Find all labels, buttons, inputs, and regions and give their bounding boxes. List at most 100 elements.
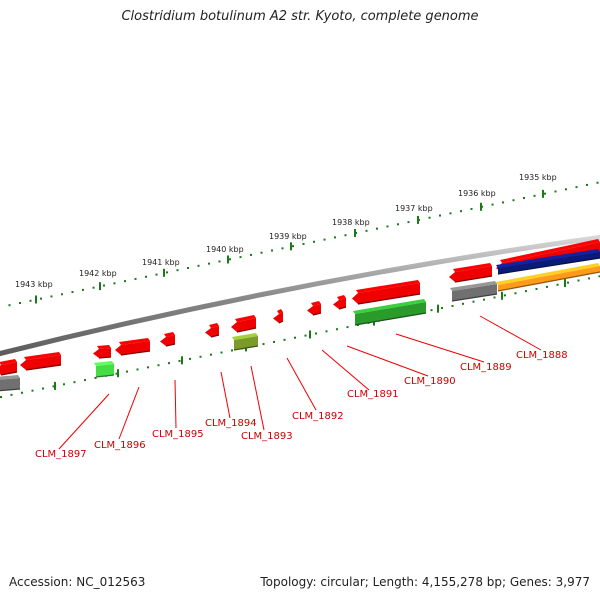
ruler-dot (302, 242, 305, 245)
feature-lightgreen (94, 361, 115, 378)
inner-major-tick (54, 381, 56, 390)
feature-gray-edge (0, 388, 21, 392)
feature-cds (333, 295, 347, 310)
feature-cds-edge (210, 334, 220, 338)
inner-dot (588, 277, 590, 280)
gene-label-clm-1891: CLM_1891 (347, 389, 399, 400)
inner-major-tick (117, 369, 119, 378)
inner-dot (189, 357, 191, 360)
inner-dot (73, 381, 76, 384)
ruler-dot (512, 199, 515, 202)
ruler-major-tick (35, 295, 37, 304)
feature-cds-top (453, 263, 492, 272)
feature-cds-edge (165, 343, 176, 347)
ruler-major-tick (99, 282, 101, 291)
inner-dot (178, 359, 181, 362)
gene-label-clm-1895: CLM_1895 (152, 429, 204, 440)
feature-cds (231, 315, 257, 333)
feature-green (353, 299, 427, 326)
ruler-dot (323, 238, 326, 241)
label-leader-line (479, 315, 542, 351)
inner-dot (42, 387, 44, 390)
inner-dot (0, 395, 2, 398)
feature-orange-track (496, 263, 600, 292)
ruler-label-1943: 1943 kbp (15, 280, 53, 289)
ruler-dot (19, 302, 21, 305)
feature-cds-edge (312, 312, 322, 316)
feature-gray-edge (451, 293, 498, 302)
ruler-dot (187, 267, 189, 270)
feature-orange-track-body (498, 266, 600, 291)
ruler-dot (29, 299, 32, 302)
feature-cds-top (235, 315, 256, 322)
inner-dot (136, 368, 139, 371)
feature-cds-body (0, 362, 17, 375)
gene-label-clm-1890: CLM_1890 (404, 376, 456, 387)
feature-cds-body (352, 283, 420, 304)
inner-dot (567, 281, 569, 284)
inner-major-tick (181, 356, 183, 365)
label-leader-line (286, 357, 317, 411)
gene-label-clm-1893: CLM_1893 (241, 431, 293, 442)
feature-cds-edge (454, 275, 493, 283)
label-leader-line (250, 365, 265, 431)
feature-cds (115, 338, 151, 356)
ruler-dot (533, 194, 536, 197)
ruler-dot (575, 186, 578, 189)
feature-gray (0, 375, 21, 392)
inner-dot (210, 353, 212, 356)
ruler-label-1939: 1939 kbp (269, 232, 307, 241)
feature-cds (307, 301, 322, 316)
inner-dot (94, 376, 97, 379)
ruler-dot (197, 264, 200, 267)
ruler-dot (281, 247, 284, 250)
gene-label-clm-1888: CLM_1888 (516, 350, 568, 361)
ruler-major-tick (480, 202, 482, 211)
feature-cds-edge (357, 293, 421, 305)
ruler-dot (523, 197, 525, 200)
ruler-dot (502, 201, 504, 204)
ruler-dot (145, 275, 147, 278)
gene-label-clm-1892: CLM_1892 (292, 411, 344, 422)
inner-dot (483, 298, 485, 301)
inner-dot (147, 366, 149, 369)
label-leader-line (395, 333, 485, 363)
ruler-dot (50, 295, 53, 298)
feature-cds-edge (0, 371, 18, 376)
ruler-dot (470, 207, 473, 210)
ruler-label-1941: 1941 kbp (142, 258, 180, 267)
feature-cds-body (231, 318, 256, 332)
inner-dot (514, 292, 517, 295)
feature-lightgreen-edge (95, 374, 115, 378)
ruler-dot (344, 234, 347, 237)
inner-dot (273, 340, 275, 343)
feature-cds-edge (25, 364, 62, 371)
ruler-dot (439, 214, 441, 217)
feature-cds-top (337, 295, 346, 300)
ruler-dot (134, 277, 137, 280)
ruler-dot (166, 271, 168, 274)
feature-olive-top (232, 333, 258, 340)
feature-cds (273, 309, 284, 324)
label-leader-line (118, 386, 140, 440)
ruler-dot (386, 225, 389, 228)
label-leaders (58, 315, 542, 450)
inner-dot (220, 351, 223, 354)
ruler-major-tick (354, 229, 356, 238)
ruler-dot (260, 251, 263, 254)
ruler-dot (376, 227, 378, 230)
ruler-dot (449, 212, 452, 215)
ruler-dot (92, 286, 95, 289)
ruler-dot (250, 253, 252, 256)
inner-dot (336, 328, 338, 331)
inner-dot (199, 355, 202, 358)
gene-label-clm-1897: CLM_1897 (35, 449, 87, 460)
ruler-major-tick (227, 255, 229, 264)
inner-dot (126, 370, 128, 373)
feature-cds-body (205, 326, 219, 337)
inner-dot (21, 391, 23, 394)
feature-gray-top (450, 281, 497, 291)
ruler-label-1940: 1940 kbp (206, 245, 244, 254)
